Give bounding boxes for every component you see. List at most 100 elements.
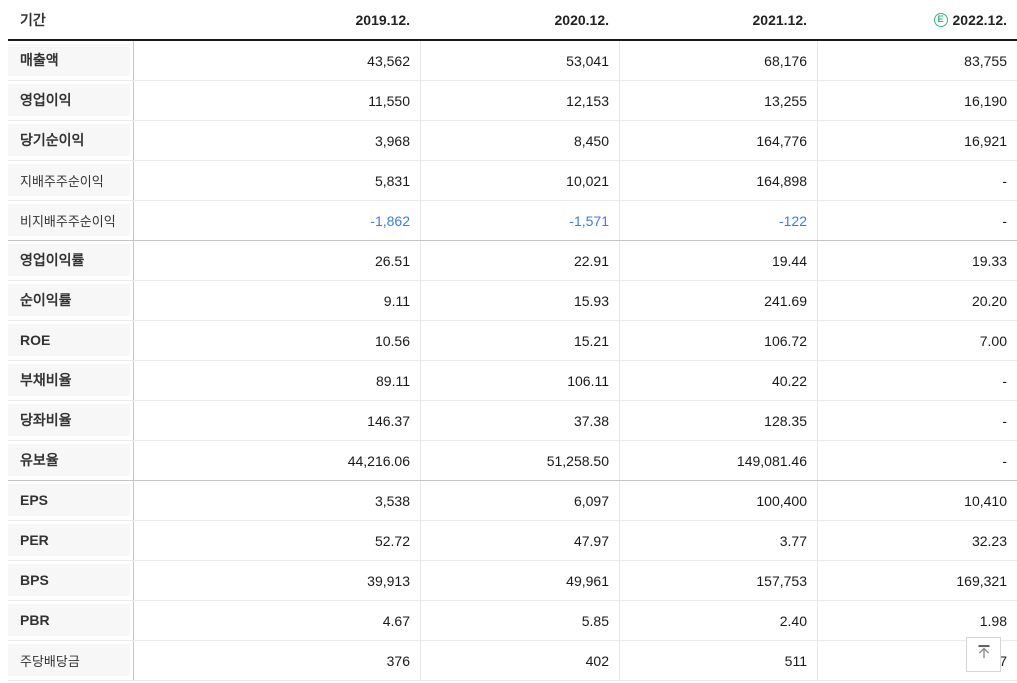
value-2020: 106.11 <box>420 361 619 400</box>
row-label-cell: 주당배당금 <box>8 641 134 680</box>
value-2022: - <box>817 401 1017 440</box>
header-year-2019: 2019.12. <box>355 11 411 28</box>
row-label: 유보율 <box>8 444 130 476</box>
value-2020: 37.38 <box>420 401 619 440</box>
row-label-cell: 당기순이익 <box>8 121 134 160</box>
value-2020: 53,041 <box>420 41 619 80</box>
value-2020: 8,450 <box>420 121 619 160</box>
row-label-cell: 당좌비율 <box>8 401 134 440</box>
table-row: 지배주주순이익 5,831 10,021 164,898 - <box>8 161 1017 201</box>
value-2021: 106.72 <box>619 321 817 360</box>
value-2020: 15.21 <box>420 321 619 360</box>
value-2021: 100,400 <box>619 481 817 520</box>
value-2022: 1.98 <box>817 601 1017 640</box>
value-2021: -122 <box>619 201 817 240</box>
value-2019: 44,216.06 <box>347 452 410 469</box>
table-body: 매출액 43,562 53,041 68,176 83,755 영업이익 11,… <box>8 41 1017 681</box>
table-row: 당좌비율 146.37 37.38 128.35 - <box>8 401 1017 441</box>
value-2022: - <box>817 161 1017 200</box>
header-period: 기간 <box>20 11 46 28</box>
row-label-cell: 지배주주순이익 <box>8 161 134 200</box>
value-2019: 3,538 <box>374 492 410 509</box>
value-2022: 169,321 <box>817 561 1017 600</box>
value-2020: 402 <box>420 641 619 680</box>
row-label: 주당배당금 <box>8 644 130 676</box>
table-row: ROE 10.56 15.21 106.72 7.00 <box>8 321 1017 361</box>
table-row: 주당배당금 376 402 511 7 <box>8 641 1017 681</box>
value-2022: - <box>817 361 1017 400</box>
value-2021: 40.22 <box>619 361 817 400</box>
value-2021: 241.69 <box>619 281 817 320</box>
value-2022: 16,190 <box>817 81 1017 120</box>
value-2019: 9.11 <box>383 292 410 309</box>
table-row: 매출액 43,562 53,041 68,176 83,755 <box>8 41 1017 81</box>
row-label: 매출액 <box>8 44 130 76</box>
value-2021: 157,753 <box>619 561 817 600</box>
table-row: 영업이익 11,550 12,153 13,255 16,190 <box>8 81 1017 121</box>
value-2019: 3,968 <box>374 132 410 149</box>
table-row: BPS 39,913 49,961 157,753 169,321 <box>8 561 1017 601</box>
header-year-2022-estimate: E 2022.12. <box>817 0 1017 39</box>
value-2020: 10,021 <box>420 161 619 200</box>
header-year-2021: 2021.12. <box>752 11 808 28</box>
row-label: EPS <box>8 484 130 516</box>
table-header-row: 기간 2019.12. 2020.12. 2021.12. E 2022.12. <box>8 0 1017 41</box>
row-label: 영업이익률 <box>8 244 130 276</box>
value-2021: 13,255 <box>619 81 817 120</box>
value-2019: 5,831 <box>374 172 410 189</box>
value-2019: 43,562 <box>367 52 410 69</box>
value-2019: 146.37 <box>367 412 410 429</box>
row-label: 당기순이익 <box>8 124 130 156</box>
value-2020: 5.85 <box>420 601 619 640</box>
scroll-to-top-button[interactable] <box>966 637 1001 672</box>
value-2020: 12,153 <box>420 81 619 120</box>
value-2021: 164,898 <box>619 161 817 200</box>
row-label-cell: PER <box>8 521 134 560</box>
value-2019: -1,862 <box>370 212 410 229</box>
value-2022: 83,755 <box>817 41 1017 80</box>
table-row: 유보율 44,216.06 51,258.50 149,081.46 - <box>8 441 1017 481</box>
row-label: BPS <box>8 564 130 596</box>
value-2022: 32.23 <box>817 521 1017 560</box>
row-label: 당좌비율 <box>8 404 130 436</box>
value-2022: - <box>817 201 1017 240</box>
value-2020: 49,961 <box>420 561 619 600</box>
value-2019: 52.72 <box>374 532 410 549</box>
value-2019: 11,550 <box>368 92 410 109</box>
row-label: 비지배주주순이익 <box>8 204 130 236</box>
table-row: 당기순이익 3,968 8,450 164,776 16,921 <box>8 121 1017 161</box>
row-label: 영업이익 <box>8 84 130 116</box>
row-label-cell: BPS <box>8 561 134 600</box>
row-label: 지배주주순이익 <box>8 164 130 196</box>
table-row: 부채비율 89.11 106.11 40.22 - <box>8 361 1017 401</box>
value-2022: 20.20 <box>817 281 1017 320</box>
row-label-cell: 영업이익률 <box>8 241 134 280</box>
value-2020: 15.93 <box>420 281 619 320</box>
row-label: PBR <box>8 604 130 636</box>
value-2022: 16,921 <box>817 121 1017 160</box>
value-2021: 2.40 <box>619 601 817 640</box>
value-2020: -1,571 <box>420 201 619 240</box>
row-label-cell: 부채비율 <box>8 361 134 400</box>
table-row: EPS 3,538 6,097 100,400 10,410 <box>8 481 1017 521</box>
row-label: 부채비율 <box>8 364 130 396</box>
value-2020: 47.97 <box>420 521 619 560</box>
table-row: 순이익률 9.11 15.93 241.69 20.20 <box>8 281 1017 321</box>
value-2022: 10,410 <box>817 481 1017 520</box>
value-2019: 10.56 <box>374 332 410 349</box>
row-label: ROE <box>8 324 130 356</box>
value-2020: 6,097 <box>420 481 619 520</box>
table-row: PBR 4.67 5.85 2.40 1.98 <box>8 601 1017 641</box>
estimate-icon: E <box>933 12 948 27</box>
value-2022: - <box>817 441 1017 480</box>
value-2022: 7 <box>817 641 1017 680</box>
value-2021: 19.44 <box>619 241 817 280</box>
row-label-cell: PBR <box>8 601 134 640</box>
value-2021: 128.35 <box>619 401 817 440</box>
row-label-cell: 매출액 <box>8 41 134 80</box>
value-2021: 68,176 <box>619 41 817 80</box>
value-2021: 164,776 <box>619 121 817 160</box>
value-2021: 149,081.46 <box>619 441 817 480</box>
value-2021: 511 <box>619 641 817 680</box>
value-2019: 26.51 <box>374 252 410 269</box>
